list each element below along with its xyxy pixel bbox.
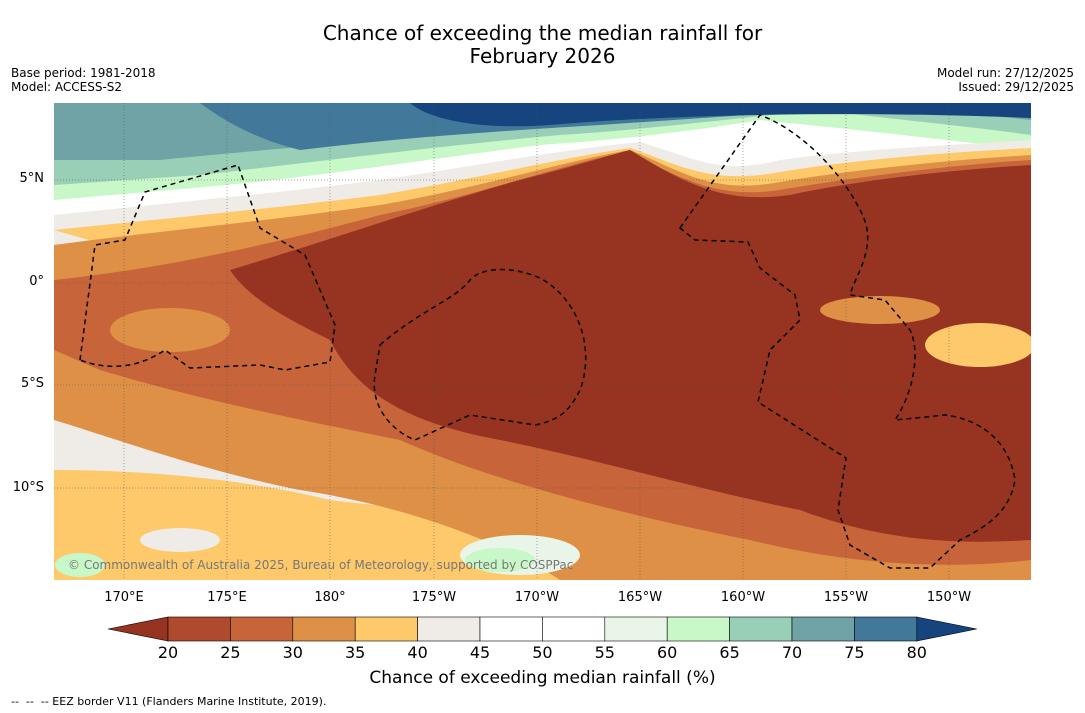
colorbar-tick-label: 50 <box>532 643 553 662</box>
lon-label-180: 180° <box>314 590 346 605</box>
model-name: Model: ACCESS-S2 <box>11 80 123 94</box>
lon-label-175e: 175°E <box>207 590 247 605</box>
lat-label-10s: 10°S <box>12 480 44 495</box>
chart-title-line1: Chance of exceeding the median rainfall … <box>322 21 763 45</box>
colorbar-tick-label: 80 <box>906 643 927 662</box>
colorbar-tick-label: 45 <box>469 643 491 662</box>
eez-borders <box>79 114 1016 569</box>
colorbar-tick-label: 70 <box>781 643 803 662</box>
colorbar-tick-label: 30 <box>282 643 303 662</box>
colorbar-tick-label: 25 <box>220 643 241 662</box>
band-80 <box>410 103 1031 127</box>
lon-label-170w: 170°W <box>514 590 560 605</box>
lat-label-5s: 5°S <box>20 376 44 391</box>
copyright-notice: © Commonwealth of Australia 2025, Bureau… <box>68 558 574 572</box>
colorbar-tick-label: 60 <box>657 643 678 662</box>
chart-title-line2: February 2026 <box>469 44 616 68</box>
colorbar-tick-label: 40 <box>407 643 428 662</box>
lon-label-165w: 165°W <box>617 590 663 605</box>
lon-label-170e: 170°E <box>104 590 144 605</box>
colorbar-tick-label: 75 <box>844 643 865 662</box>
colorbar-tick-label: 65 <box>719 643 740 662</box>
lat-label-0: 0° <box>29 274 44 289</box>
graticule <box>54 103 1031 580</box>
issued-date: Issued: 29/12/2025 <box>958 80 1074 94</box>
base-period: Base period: 1981-2018 <box>11 66 156 80</box>
lon-label-175w: 175°W <box>411 590 457 605</box>
colorbar-title: Chance of exceeding median rainfall (%) <box>369 668 716 688</box>
colorbar-tick-label: 35 <box>345 643 366 662</box>
eez-footnote: -- -- -- EEZ border V11 (Flanders Marine… <box>11 695 327 708</box>
lon-label-160w: 160°W <box>720 590 766 605</box>
lon-label-155w: 155°W <box>823 590 869 605</box>
colorbar-tick-label: 55 <box>594 643 615 662</box>
lon-label-150w: 150°W <box>926 590 972 605</box>
model-run: Model run: 27/12/2025 <box>936 66 1074 80</box>
colorbar-tick-label: 20 <box>157 643 179 662</box>
lat-label-5n: 5°N <box>19 171 45 186</box>
band-20 <box>230 150 1031 542</box>
map-field <box>54 103 1031 580</box>
